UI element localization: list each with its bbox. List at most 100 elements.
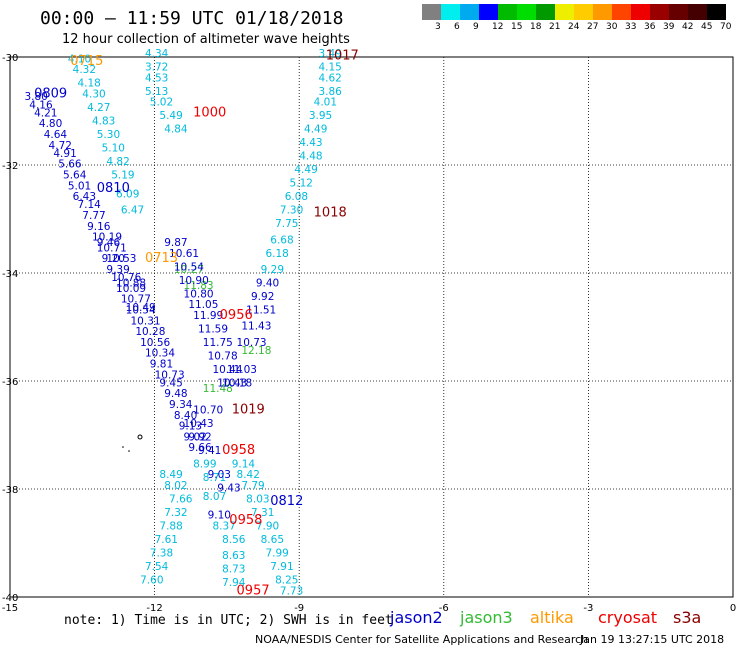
wave-height-label: 11.83 (184, 280, 214, 292)
wave-height-label: 4.27 (87, 102, 110, 114)
wave-height-label: 10.18 (222, 377, 252, 389)
wave-height-label: 7.38 (150, 548, 173, 560)
wave-height-label: 9.92 (188, 431, 211, 443)
wave-height-label: 10.44 (212, 364, 242, 376)
wave-height-label: 4.18 (77, 78, 100, 90)
wave-height-label: 9.14 (232, 458, 256, 470)
footer-timestamp: Jan 19 13:27:15 UTC 2018 (580, 633, 725, 646)
wave-height-label: 10.73 (237, 337, 267, 349)
x-tick-label: 0 (730, 603, 736, 614)
wave-height-label: 6.18 (265, 248, 288, 260)
wave-height-label: 7.73 (280, 585, 303, 597)
y-tick-label: -30 (2, 53, 18, 64)
y-tick-label: -34 (2, 269, 18, 280)
time-label: 0810 (97, 181, 130, 196)
wave-height-label: 8.73 (222, 564, 245, 576)
wave-height-label: 10.73 (155, 369, 185, 381)
island-marker (122, 446, 124, 448)
scale-label: 12 (492, 22, 504, 32)
wave-height-label: 4.83 (92, 116, 115, 128)
wave-height-label: 10.19 (92, 232, 122, 244)
scale-label: 27 (587, 22, 599, 32)
chart-title: 00:00 – 11:59 UTC 01/18/2018 (40, 8, 344, 29)
wave-height-label: 9.41 (198, 445, 221, 457)
note-text: note: 1) Time is in UTC; 2) SWH is in fe… (64, 613, 393, 628)
time-label: 1018 (314, 205, 347, 220)
wave-height-label: 10.43 (217, 377, 247, 389)
wave-height-label: 7.66 (169, 494, 193, 506)
wave-height-label: 8.99 (193, 458, 216, 470)
wave-height-label: 5.01 (68, 180, 91, 192)
satellite-jason3: jason3 (460, 608, 513, 627)
wave-height-label: 5.66 (58, 159, 82, 171)
wave-height-label: 8.02 (164, 480, 187, 492)
wave-height-label: 11.05 (188, 299, 218, 311)
wave-height-label: 10.28 (135, 326, 165, 338)
wave-height-label: 11.99 (193, 310, 223, 322)
wave-height-label: 6.08 (285, 191, 308, 203)
wave-height-label: 4.72 (49, 140, 72, 152)
wave-height-label: 9.13 (179, 421, 202, 433)
scale-swatch (460, 4, 479, 20)
time-label: 0713 (145, 251, 178, 266)
time-label: 0809 (34, 87, 67, 102)
scale-swatch (688, 4, 707, 20)
time-label: 0958 (229, 513, 262, 528)
wave-height-label: 3.49 (318, 48, 341, 60)
scale-swatch (593, 4, 612, 20)
wave-height-label: 10.49 (126, 302, 156, 314)
wave-height-label: 4.16 (29, 99, 53, 111)
chart-subtitle: 12 hour collection of altimeter wave hei… (62, 32, 350, 47)
time-label: 0812 (270, 494, 303, 509)
wave-height-label: 11.03 (227, 364, 257, 376)
wave-height-label: 6.43 (73, 191, 96, 203)
scale-label: 15 (511, 22, 523, 32)
scale-label: 33 (625, 22, 637, 32)
scale-swatch (650, 4, 669, 20)
wave-height-label: 4.80 (39, 118, 62, 130)
wave-height-label: 7.79 (241, 480, 264, 492)
wave-height-label: 4.34 (145, 48, 169, 60)
wave-height-label: 11.59 (198, 323, 228, 335)
satellite-altika: altika (530, 608, 574, 627)
scale-label: 18 (530, 22, 542, 32)
wave-height-label: 9.81 (150, 359, 173, 371)
wave-height-label: 10.54 (174, 261, 204, 273)
wave-height-label: 4.49 (294, 164, 317, 176)
wave-height-label: 8.49 (159, 469, 182, 481)
wave-height-label: 11.43 (241, 321, 271, 333)
scale-swatch (479, 4, 498, 20)
wave-height-label: 5.10 (102, 143, 125, 155)
wave-height-label: 9.43 (217, 483, 240, 495)
wave-height-label: 9.10 (208, 510, 231, 522)
wave-height-label: 8.63 (222, 550, 245, 562)
wave-height-label: 10.56 (140, 337, 170, 349)
wave-height-label: 3.95 (309, 110, 332, 122)
wave-height-label: 9.66 (188, 442, 212, 454)
wave-height-label: 9.45 (159, 377, 182, 389)
wave-height-label: 10.71 (97, 242, 127, 254)
wave-height-label: 8.40 (174, 410, 197, 422)
wave-height-label: 4.84 (164, 124, 188, 136)
wave-height-label: 6.47 (121, 205, 144, 217)
wave-height-label: 10.70 (193, 404, 223, 416)
wave-height-label: 4.91 (53, 148, 76, 160)
scale-swatch (612, 4, 631, 20)
wave-height-label: 9.40 (256, 278, 279, 290)
wave-height-label: 12.18 (241, 345, 271, 357)
wave-height-label: 10.88 (116, 278, 146, 290)
scale-label: 21 (549, 22, 561, 32)
wave-height-label: 4.10 (68, 53, 91, 65)
wave-height-label: 10.53 (106, 253, 136, 265)
wave-height-label: 3.86 (318, 86, 342, 98)
wave-height-label: 10.54 (126, 305, 156, 317)
wave-height-label: 4.64 (44, 129, 68, 141)
wave-height-label: 8.42 (237, 469, 260, 481)
wave-height-label: 9.29 (261, 264, 284, 276)
wave-height-label: 4.01 (314, 97, 337, 109)
wave-height-label: 10.77 (121, 294, 151, 306)
wave-height-label: 6.09 (116, 188, 139, 200)
footer-credit: NOAA/NESDIS Center for Satellite Applica… (255, 633, 589, 646)
wave-height-label: 7.61 (155, 534, 178, 546)
wave-height-label: 5.30 (97, 129, 120, 141)
